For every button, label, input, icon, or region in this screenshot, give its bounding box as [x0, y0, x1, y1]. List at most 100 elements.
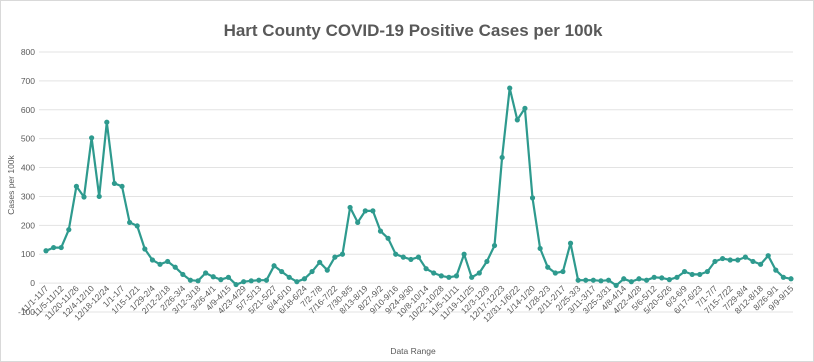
data-point — [704, 268, 710, 275]
data-point — [712, 258, 718, 265]
data-point — [271, 263, 277, 269]
data-point — [552, 270, 558, 276]
data-point — [780, 274, 786, 280]
y-tick-label: 600 — [21, 105, 35, 115]
data-point — [499, 154, 505, 161]
y-tick-label: -100 — [18, 307, 35, 317]
data-point — [507, 85, 513, 91]
data-point — [400, 254, 406, 260]
data-point — [423, 266, 429, 272]
data-point — [58, 244, 64, 251]
data-point — [735, 257, 741, 263]
data-point — [332, 254, 338, 260]
data-point — [583, 277, 589, 283]
x-axis-ticks: 11/1-11/711/5-11/1211/20-11/2612/4-12/10… — [19, 283, 796, 324]
data-point — [469, 274, 475, 280]
data-point — [66, 227, 72, 233]
data-point — [408, 256, 414, 263]
data-point — [461, 251, 467, 257]
data-point — [256, 277, 262, 283]
data-point — [218, 277, 224, 283]
data-point — [674, 274, 680, 280]
data-point — [765, 253, 771, 259]
data-point — [165, 258, 171, 265]
data-point — [757, 261, 764, 267]
data-point — [225, 274, 232, 280]
data-point — [142, 246, 148, 252]
data-point — [355, 219, 361, 226]
data-point — [362, 208, 368, 214]
data-point — [119, 183, 125, 189]
data-point — [233, 281, 239, 288]
data-point — [241, 279, 247, 285]
data-point — [719, 255, 726, 262]
gridlines — [39, 51, 793, 313]
data-point — [187, 277, 194, 283]
data-point — [590, 277, 596, 283]
y-tick-label: 300 — [21, 191, 35, 201]
data-point — [666, 277, 672, 283]
data-point — [453, 273, 460, 279]
data-point — [643, 277, 650, 283]
y-axis-ticks: -100 0 100 200 300 400 500 600 700 800 — [18, 47, 35, 317]
data-point — [339, 251, 346, 257]
data-point — [385, 235, 391, 241]
data-point — [111, 180, 118, 187]
y-tick-label: 800 — [21, 47, 35, 57]
data-point — [484, 258, 490, 265]
data-point — [149, 257, 156, 263]
data-point — [415, 254, 422, 260]
data-point — [537, 245, 543, 252]
data-point — [317, 259, 323, 265]
y-tick-label: 100 — [21, 249, 35, 259]
data-point — [370, 208, 376, 214]
data-point — [43, 248, 49, 254]
data-point — [651, 274, 657, 280]
data-point — [788, 276, 794, 282]
data-point — [157, 261, 163, 267]
data-point — [659, 275, 665, 281]
data-point — [89, 135, 95, 141]
data-point — [248, 278, 254, 284]
data-point — [301, 276, 308, 282]
y-tick-label: 200 — [21, 220, 35, 230]
data-point — [104, 119, 110, 125]
data-point — [127, 219, 133, 226]
data-point — [514, 117, 520, 123]
y-tick-label: 500 — [21, 134, 35, 144]
series-cases-per-100k — [43, 85, 794, 289]
data-point — [598, 278, 604, 284]
data-point — [446, 274, 452, 280]
data-point — [560, 268, 566, 275]
data-point — [377, 228, 384, 234]
data-point — [491, 242, 498, 249]
data-point — [621, 276, 627, 282]
data-point — [613, 282, 619, 289]
chart-title: Hart County COVID-19 Positive Cases per … — [224, 21, 603, 40]
data-point — [96, 193, 102, 200]
data-point — [263, 277, 270, 283]
data-point — [545, 264, 551, 270]
data-point — [727, 257, 733, 263]
data-point — [605, 277, 612, 283]
data-point — [309, 268, 315, 275]
y-tick-label: 0 — [30, 278, 35, 288]
data-point — [681, 268, 688, 275]
data-point — [81, 194, 87, 200]
data-point — [529, 195, 536, 201]
data-point — [689, 271, 695, 278]
y-tick-label: 400 — [21, 163, 35, 173]
data-point — [172, 264, 178, 270]
data-point — [347, 204, 353, 211]
data-point — [522, 105, 528, 111]
data-point — [73, 183, 80, 189]
data-point — [750, 258, 756, 265]
y-axis-title: Cases per 100k — [6, 154, 16, 214]
x-axis-title: Data Range — [390, 346, 436, 356]
data-point — [180, 271, 186, 278]
data-point — [697, 271, 703, 278]
data-point — [134, 223, 140, 229]
data-point — [203, 270, 209, 276]
